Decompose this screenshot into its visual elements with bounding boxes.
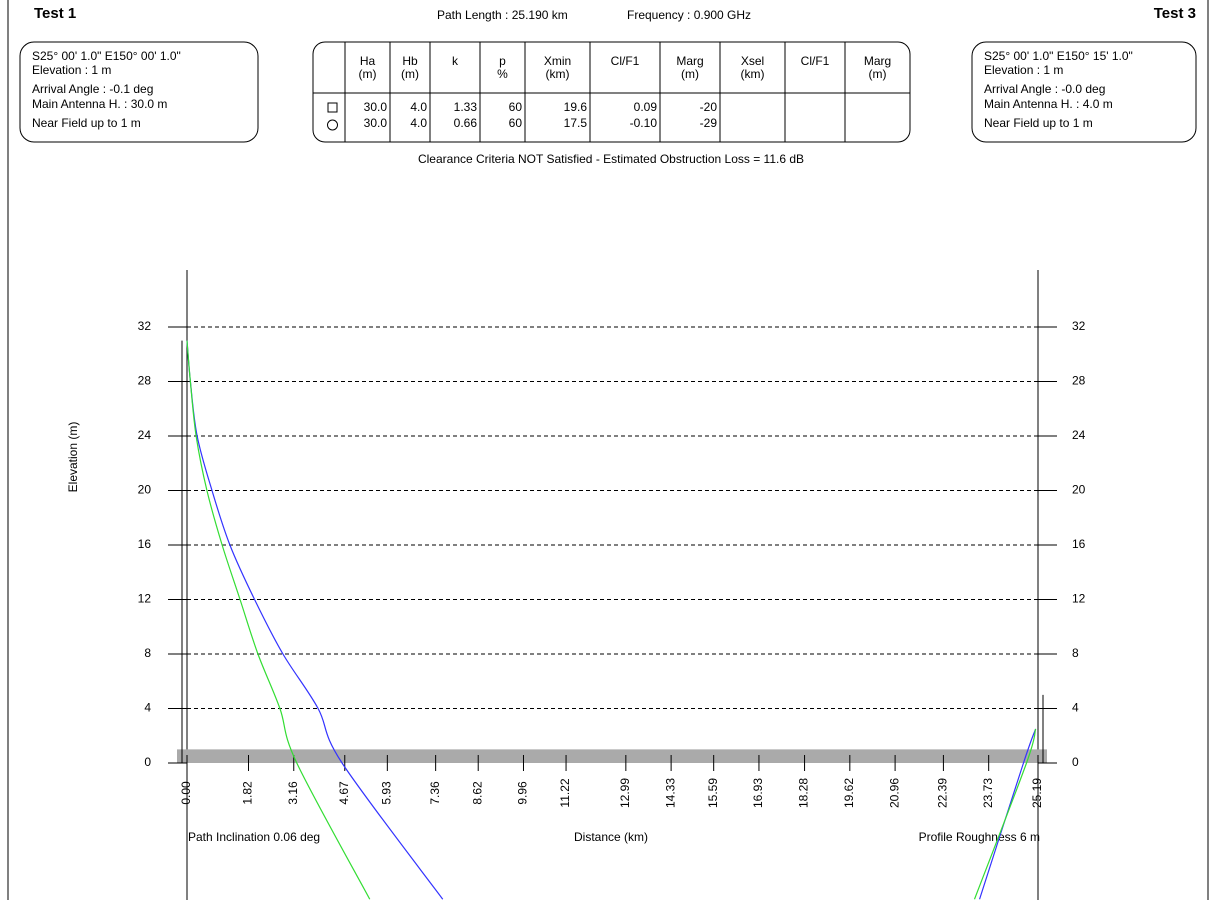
status: Clearance Criteria NOT Satisfied - Estim… (418, 152, 804, 166)
x-tick-label: 5.93 (380, 781, 394, 805)
y-tick-label: 32 (138, 319, 152, 333)
site-info: Arrival Angle : -0.1 deg (32, 82, 153, 96)
x-tick-label: 18.28 (797, 778, 811, 808)
table-cell: -29 (700, 116, 718, 130)
clearance-curve (186, 340, 1037, 900)
site-title: Test 3 (1154, 5, 1196, 22)
site-info: S25° 00' 1.0" E150° 15' 1.0" (984, 49, 1133, 63)
ground (177, 749, 1047, 763)
y-tick-label: 24 (1072, 428, 1086, 442)
site-info: Near Field up to 1 m (32, 116, 141, 130)
x-tick-label: 25.19 (1030, 778, 1044, 808)
table-cell: 0.66 (454, 116, 478, 130)
table-cell: 30.0 (364, 100, 388, 114)
row-symbol (327, 119, 338, 131)
site-info: Main Antenna H. : 4.0 m (984, 97, 1113, 111)
y-tick-label: 0 (1072, 755, 1079, 769)
y-tick-label: 4 (1072, 701, 1079, 715)
y-tick-label: 0 (144, 755, 151, 769)
y-tick-label: 32 (1072, 319, 1086, 333)
x-tick-label: 3.16 (286, 781, 300, 805)
note: Profile Roughness 6 m (919, 830, 1040, 844)
x-tick-label: 1.82 (241, 781, 255, 805)
x-tick-label: 19.62 (842, 778, 856, 808)
x-tick-label: 14.33 (663, 778, 677, 808)
site-title: Test 1 (34, 5, 76, 22)
column-header: p (499, 54, 506, 68)
site-info: Near Field up to 1 m (984, 116, 1093, 130)
x-tick-label: 7.36 (428, 781, 442, 805)
site-info: Arrival Angle : -0.0 deg (984, 82, 1105, 96)
row-symbol (327, 102, 338, 113)
table-cell: 60 (509, 100, 523, 114)
x-tick-label: 20.96 (887, 778, 901, 808)
table-cell: 60 (509, 116, 523, 130)
y-tick-label: 24 (138, 428, 152, 442)
column-header: (m) (869, 67, 887, 81)
site-info: Elevation : 1 m (984, 63, 1063, 77)
column-header: Xsel (741, 54, 764, 68)
table-box (312, 41, 911, 143)
x-tick-label: 9.96 (516, 781, 530, 805)
y-tick-label: 20 (1072, 483, 1086, 497)
site-box (971, 41, 1197, 143)
column-header: (m) (681, 67, 699, 81)
column-header: k (452, 54, 459, 68)
column-header: Xmin (544, 54, 571, 68)
x-tick-label: 16.93 (751, 778, 765, 808)
table-cell: 4.0 (410, 100, 427, 114)
column-header: % (497, 67, 508, 81)
column-header: Cl/F1 (801, 54, 830, 68)
frequency: Frequency : 0.900 GHz (627, 8, 751, 22)
column-header: (m) (359, 67, 377, 81)
site-info: Main Antenna H. : 30.0 m (32, 97, 167, 111)
y-tick-label: 12 (1072, 592, 1086, 606)
column-header: Marg (676, 54, 703, 68)
x-tick-label: 15.59 (706, 778, 720, 808)
site-info: Elevation : 1 m (32, 63, 111, 77)
table-cell: -0.10 (630, 116, 658, 130)
table-cell: -20 (700, 100, 718, 114)
table-cell: 19.6 (564, 100, 588, 114)
column-header: Cl/F1 (611, 54, 640, 68)
y-tick-label: 12 (138, 592, 152, 606)
x-tick-label: 22.39 (936, 778, 950, 808)
x-tick-label: 11.22 (558, 778, 572, 807)
path-length: Path Length : 25.190 km (437, 8, 568, 22)
y-tick-label: 8 (144, 646, 151, 660)
column-header: (km) (741, 67, 765, 81)
note: Path Inclination 0.06 deg (188, 830, 320, 844)
y-axis-label: Elevation (m) (66, 422, 80, 493)
x-tick-label: 4.67 (337, 781, 351, 805)
column-header: Hb (402, 54, 418, 68)
y-tick-label: 16 (1072, 537, 1086, 551)
column-header: (km) (546, 67, 570, 81)
table-cell: 17.5 (564, 116, 588, 130)
x-tick-label: 0.00 (179, 781, 193, 805)
y-tick-label: 16 (138, 537, 152, 551)
y-tick-label: 28 (1072, 374, 1086, 388)
table-cell: 0.09 (634, 100, 658, 114)
table-cell: 30.0 (364, 116, 388, 130)
x-tick-label: 12.99 (618, 778, 632, 808)
table-cell: 1.33 (454, 100, 478, 114)
site-box (19, 41, 259, 143)
site-info: S25° 00' 1.0" E150° 00' 1.0" (32, 49, 181, 63)
y-tick-label: 20 (138, 483, 152, 497)
column-header: (m) (401, 67, 419, 81)
x-axis-label: Distance (km) (574, 830, 648, 844)
column-header: Ha (360, 54, 376, 68)
y-tick-label: 8 (1072, 646, 1079, 660)
y-tick-label: 28 (138, 374, 152, 388)
column-header: Marg (864, 54, 891, 68)
x-tick-label: 23.73 (981, 778, 995, 808)
x-tick-label: 8.62 (470, 781, 484, 805)
y-tick-label: 4 (144, 701, 151, 715)
table-cell: 4.0 (410, 116, 427, 130)
